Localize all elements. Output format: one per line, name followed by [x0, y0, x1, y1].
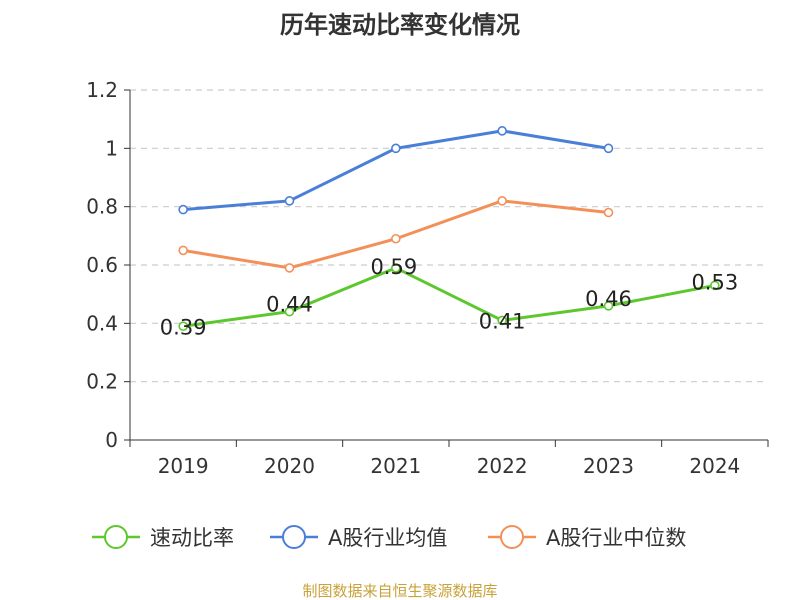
y-tick-label: 0.6: [86, 253, 118, 277]
chart-title: 历年速动比率变化情况: [280, 11, 520, 39]
legend-label: A股行业均值: [328, 526, 447, 550]
legend-circle-icon: [500, 525, 524, 549]
y-tick-label: 0.2: [86, 370, 118, 394]
data-label: 0.46: [585, 287, 632, 311]
x-tick-label: 2024: [689, 454, 740, 478]
data-point[interactable]: [284, 306, 295, 317]
data-point[interactable]: [710, 280, 720, 291]
series-1: [178, 126, 614, 215]
data-point[interactable]: [284, 196, 295, 206]
y-tick-label: 0.4: [86, 311, 118, 335]
series-line: [183, 129, 609, 212]
y-tick-label: 0: [105, 428, 118, 452]
legend-circle-icon: [282, 525, 306, 549]
data-point[interactable]: [497, 315, 507, 326]
series-2: [178, 196, 614, 273]
grid-lines: [130, 89, 768, 383]
data-label: 0.41: [479, 309, 526, 333]
x-tick-label: 2021: [370, 454, 421, 478]
y-tick-label: 0.8: [86, 195, 118, 219]
data-point[interactable]: [391, 233, 401, 244]
data-point[interactable]: [603, 207, 614, 218]
y-tick-label: 1.2: [86, 78, 118, 102]
x-tick-label: 2019: [158, 454, 209, 478]
data-point[interactable]: [178, 245, 188, 256]
legend-label: 速动比率: [150, 526, 234, 550]
data-point[interactable]: [284, 263, 295, 273]
data-point[interactable]: [603, 301, 614, 311]
y-tick-label: 1: [105, 136, 118, 160]
x-tick-label: 2020: [264, 454, 315, 478]
data-label: 0.59: [370, 255, 417, 279]
data-point[interactable]: [603, 143, 614, 154]
data-point[interactable]: [178, 321, 188, 332]
data-label: 0.39: [160, 315, 207, 339]
series-0: [178, 263, 720, 332]
legend-circle-icon: [104, 525, 128, 549]
data-source-note: 制图数据来自恒生聚源数据库: [302, 582, 497, 600]
series-lines: [178, 126, 720, 332]
data-point[interactable]: [391, 263, 401, 273]
data-label: 0.44: [266, 293, 313, 317]
series-line: [182, 266, 716, 328]
legend-item[interactable]: A股行业均值: [270, 525, 447, 550]
data-point[interactable]: [391, 143, 401, 154]
data-point[interactable]: [178, 204, 188, 215]
data-labels: 0.39 0.44 0.59 0.41 0.46 0.53: [160, 255, 738, 339]
legend-item[interactable]: A股行业中位数: [488, 525, 686, 550]
data-point[interactable]: [497, 126, 507, 136]
axes: 0 0.2 0.4 0.6 0.8 1 1.2 2019 2020 2021 2022 2023 202…: [86, 78, 769, 478]
legend[interactable]: 速动比率 A股行业均值 A股行业中位数: [92, 525, 686, 550]
x-tick-label: 2023: [583, 454, 634, 478]
legend-label: A股行业中位数: [546, 526, 686, 550]
data-point[interactable]: [497, 196, 507, 206]
legend-item[interactable]: 速动比率: [92, 525, 234, 550]
data-label: 0.53: [691, 270, 738, 294]
x-tick-label: 2022: [477, 454, 528, 478]
